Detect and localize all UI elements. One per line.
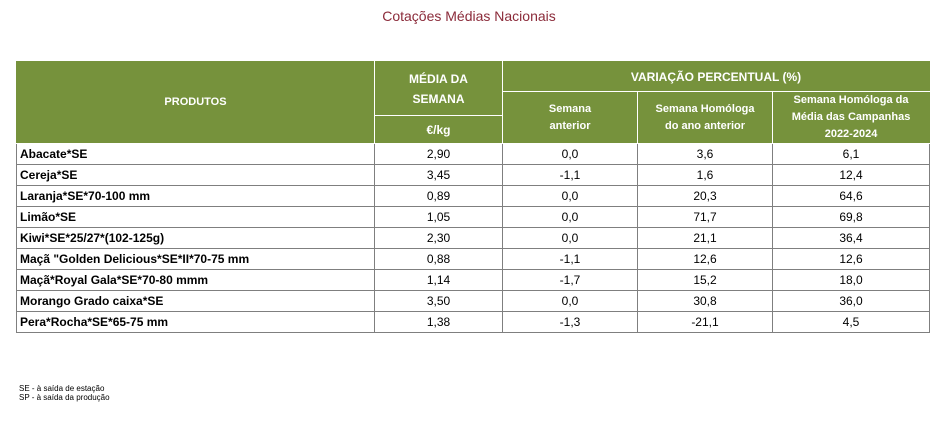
variation-campaigns: 4,5 (771, 311, 931, 333)
variation-prev-week: -1,1 (502, 164, 638, 186)
footnotes: SE - à saída de estação SP - à saída da … (19, 384, 110, 402)
variation-campaigns: 12,6 (771, 248, 931, 270)
week-average-price: 0,89 (374, 185, 503, 207)
table-row: Maçã*Royal Gala*SE*70-80 mmm 1,14 -1,7 1… (16, 269, 931, 291)
variation-campaigns: 36,4 (771, 227, 931, 249)
variation-prev-year: -21,1 (637, 311, 773, 333)
header-products: PRODUTOS (16, 61, 375, 144)
table-row: Kiwi*SE*25/27*(102-125g) 2,30 0,0 21,1 3… (16, 227, 931, 249)
variation-prev-year: 21,1 (637, 227, 773, 249)
variation-prev-week: 0,0 (502, 290, 638, 312)
variation-campaigns: 69,8 (771, 206, 931, 228)
table-row: Abacate*SE 2,90 0,0 3,6 6,1 (16, 143, 931, 165)
variation-campaigns: 12,4 (771, 164, 931, 186)
header-average: MÉDIA DA SEMANA (374, 61, 503, 116)
product-name: Morango Grado caixa*SE (16, 290, 375, 312)
variation-prev-year: 30,8 (637, 290, 773, 312)
header-prev-year-line1: Semana Homóloga (655, 102, 755, 115)
product-name: Pera*Rocha*SE*65-75 mm (16, 311, 375, 333)
variation-campaigns: 64,6 (771, 185, 931, 207)
product-name: Maçã*Royal Gala*SE*70-80 mmm (16, 269, 375, 291)
week-average-price: 1,38 (374, 311, 503, 333)
variation-prev-week: -1,7 (502, 269, 638, 291)
week-average-price: 0,88 (374, 248, 503, 270)
table-row: Limão*SE 1,05 0,0 71,7 69,8 (16, 206, 931, 228)
variation-prev-year: 71,7 (637, 206, 773, 228)
product-name: Kiwi*SE*25/27*(102-125g) (16, 227, 375, 249)
week-average-price: 2,90 (374, 143, 503, 165)
header-variation: VARIAÇÃO PERCENTUAL (%) (501, 61, 931, 92)
header-campaigns-line1: Semana Homóloga da (793, 94, 909, 106)
header-prev-year: Semana Homóloga do ano anterior (637, 91, 773, 144)
footnote-sp: SP - à saída da produção (19, 393, 110, 402)
variation-prev-year: 15,2 (637, 269, 773, 291)
product-name: Laranja*SE*70-100 mm (16, 185, 375, 207)
variation-prev-week: 0,0 (502, 143, 638, 165)
week-average-price: 2,30 (374, 227, 503, 249)
header-campaigns: Semana Homóloga da Média das Campanhas 2… (771, 91, 931, 144)
header-unit: €/kg (374, 115, 503, 144)
prices-table: PRODUTOS MÉDIA DA SEMANA VARIAÇÃO PERCEN… (16, 61, 931, 333)
header-average-line1: MÉDIA DA (409, 71, 468, 86)
variation-prev-week: 0,0 (502, 206, 638, 228)
product-name: Cereja*SE (16, 164, 375, 186)
week-average-price: 1,05 (374, 206, 503, 228)
header-prev-week: Semana anterior (502, 91, 638, 144)
variation-prev-week: 0,0 (502, 227, 638, 249)
header-prev-week-line2: anterior (549, 119, 591, 132)
page-title: Cotações Médias Nacionais (382, 8, 556, 24)
week-average-price: 1,14 (374, 269, 503, 291)
variation-campaigns: 6,1 (771, 143, 931, 165)
header-row-1: PRODUTOS MÉDIA DA SEMANA VARIAÇÃO PERCEN… (16, 61, 931, 144)
variation-prev-week: -1,3 (502, 311, 638, 333)
table-row: Maçã "Golden Delicious*SE*II*70-75 mm 0,… (16, 248, 931, 270)
variation-prev-year: 1,6 (637, 164, 773, 186)
variation-prev-week: -1,1 (502, 248, 638, 270)
header-prev-week-line1: Semana (548, 102, 592, 115)
header-campaigns-line3: 2022-2024 (824, 128, 878, 140)
variation-campaigns: 36,0 (771, 290, 931, 312)
table-row: Morango Grado caixa*SE 3,50 0,0 30,8 36,… (16, 290, 931, 312)
header-row-3: €/kg (17, 115, 930, 144)
week-average-price: 3,50 (374, 290, 503, 312)
header-row-2: Semana anterior Semana Homóloga do ano a… (17, 91, 931, 144)
product-name: Abacate*SE (16, 143, 375, 165)
table-row: Laranja*SE*70-100 mm 0,89 0,0 20,3 64,6 (16, 185, 931, 207)
header-campaigns-line2: Média das Campanhas (791, 111, 911, 123)
variation-prev-year: 12,6 (637, 248, 773, 270)
variation-campaigns: 18,0 (771, 269, 931, 291)
variation-prev-year: 3,6 (637, 143, 773, 165)
product-name: Limão*SE (16, 206, 375, 228)
week-average-price: 3,45 (374, 164, 503, 186)
table-row: Cereja*SE 3,45 -1,1 1,6 12,4 (16, 164, 931, 186)
table-row: Pera*Rocha*SE*65-75 mm 1,38 -1,3 -21,1 4… (16, 311, 931, 333)
header-prev-year-line2: do ano anterior (664, 119, 746, 132)
variation-prev-week: 0,0 (502, 185, 638, 207)
product-name: Maçã "Golden Delicious*SE*II*70-75 mm (16, 248, 375, 270)
variation-prev-year: 20,3 (637, 185, 773, 207)
header-average-line2: SEMANA (412, 91, 465, 106)
footnote-se: SE - à saída de estação (19, 384, 105, 393)
